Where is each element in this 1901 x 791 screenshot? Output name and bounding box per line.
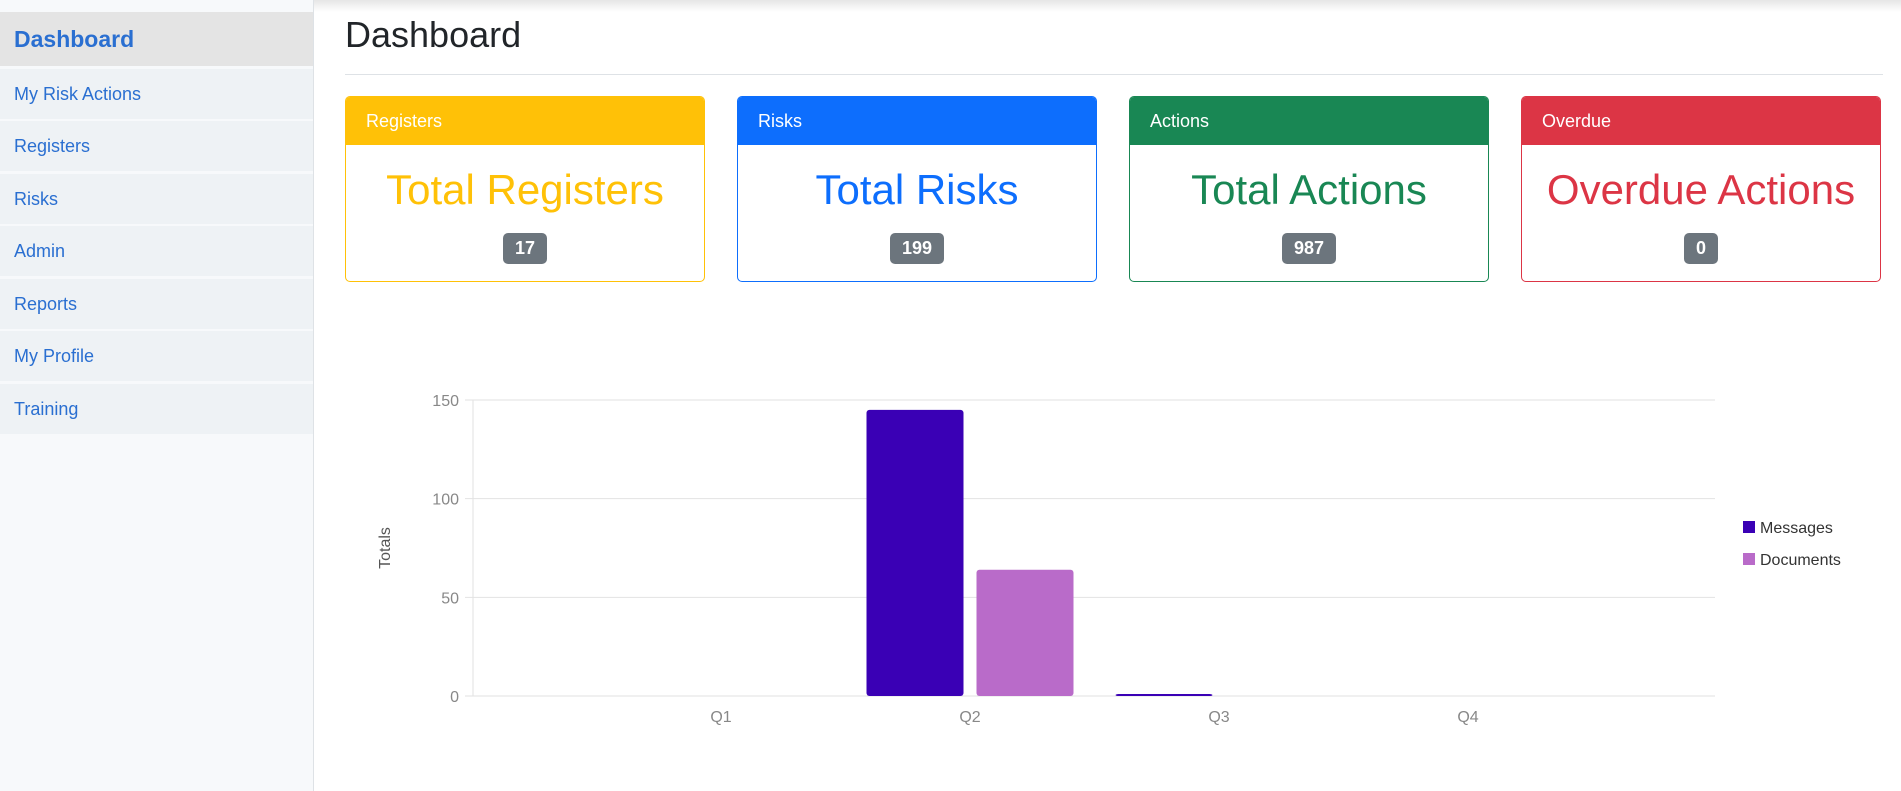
x-tick-label: Q3 (1208, 709, 1229, 726)
sidebar-item-my-risk-actions[interactable]: My Risk Actions (0, 68, 313, 119)
bar-documents-q2 (976, 569, 1074, 696)
sidebar-item-risks[interactable]: Risks (0, 173, 313, 224)
bar-messages-q2 (866, 409, 964, 696)
sidebar-item-registers[interactable]: Registers (0, 121, 313, 171)
card-body-actions: Total Actions 987 (1130, 167, 1488, 264)
y-tick-label: 100 (432, 492, 459, 509)
card-title-actions: Total Actions (1191, 166, 1427, 213)
card-body-registers: Total Registers 17 (346, 167, 704, 264)
card-registers: Registers Total Registers 17 (345, 96, 705, 282)
x-tick-label: Q1 (710, 709, 731, 726)
chart-container: 0 50 100 150 Totals Q1 Q2 Q3 Q4 Messages Documents (345, 360, 1865, 760)
legend-label-messages: Messages (1760, 520, 1833, 537)
x-tick-label: Q2 (959, 709, 980, 726)
count-badge-overdue: 0 (1683, 233, 1718, 264)
sidebar: Dashboard My Risk Actions Registers Risk… (0, 0, 314, 791)
card-actions: Actions Total Actions 987 (1129, 96, 1489, 282)
bar-messages-q3 (1115, 694, 1213, 696)
card-header-registers: Registers (346, 97, 704, 145)
page-title: Dashboard (345, 14, 522, 55)
card-body-overdue: Overdue Actions 0 (1522, 167, 1880, 264)
card-header-actions: Actions (1130, 97, 1488, 145)
legend-swatch-documents (1743, 553, 1755, 565)
card-body-risks: Total Risks 199 (738, 167, 1096, 264)
sidebar-item-dashboard[interactable]: Dashboard (0, 12, 313, 66)
x-tick-label: Q4 (1457, 709, 1478, 726)
sidebar-item-admin[interactable]: Admin (0, 226, 313, 276)
bar-chart: 0 50 100 150 Totals Q1 Q2 Q3 Q4 Messages Documents (377, 393, 1841, 726)
sidebar-item-reports[interactable]: Reports (0, 278, 313, 329)
y-tick-label: 50 (441, 590, 459, 607)
count-badge-registers: 17 (502, 233, 548, 264)
y-tick-label: 150 (432, 393, 459, 410)
top-shadow (0, 0, 1901, 12)
card-title-risks: Total Risks (815, 166, 1019, 213)
legend-label-documents: Documents (1760, 552, 1841, 569)
main-content: Dashboard Registers Total Registers 17 R… (345, 0, 1883, 791)
title-divider (345, 74, 1883, 75)
card-overdue: Overdue Overdue Actions 0 (1521, 96, 1881, 282)
card-title-overdue: Overdue Actions (1546, 166, 1856, 213)
sidebar-item-my-profile[interactable]: My Profile (0, 331, 313, 381)
y-tick-label: 0 (450, 689, 459, 706)
legend-swatch-messages (1743, 521, 1755, 533)
y-axis-label: Totals (377, 527, 394, 569)
sidebar-item-training[interactable]: Training (0, 383, 313, 434)
count-badge-actions: 987 (1281, 233, 1337, 264)
card-header-risks: Risks (738, 97, 1096, 145)
card-header-overdue: Overdue (1522, 97, 1880, 145)
count-badge-risks: 199 (889, 233, 945, 264)
card-risks: Risks Total Risks 199 (737, 96, 1097, 282)
card-title-registers: Total Registers (386, 166, 664, 213)
